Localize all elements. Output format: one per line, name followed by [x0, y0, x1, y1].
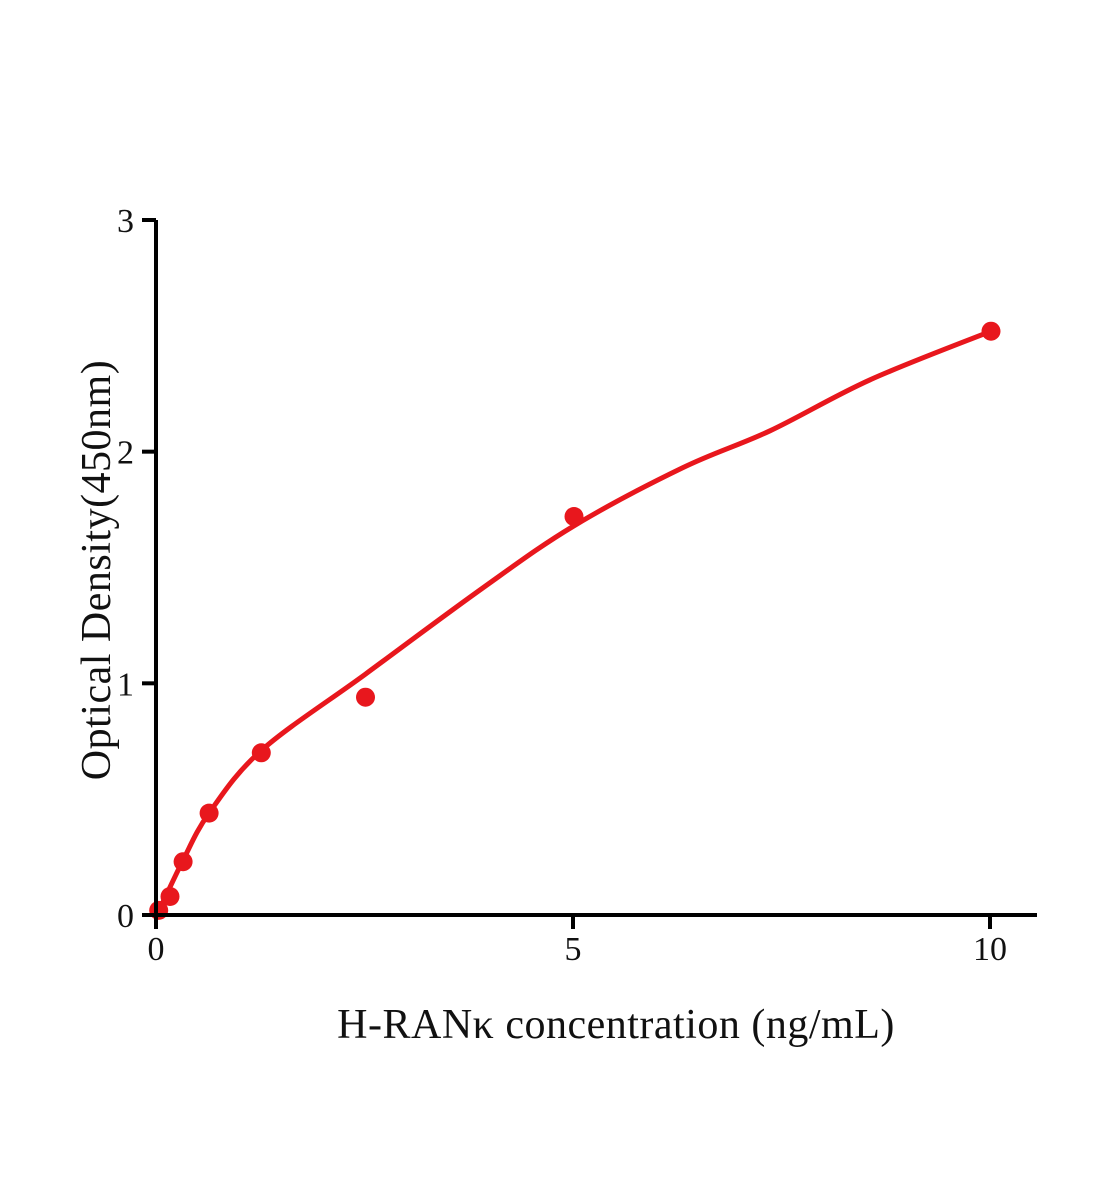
data-point [356, 687, 375, 707]
data-point [564, 507, 584, 526]
y-tick-label: 2 [117, 435, 134, 472]
data-point [251, 743, 271, 763]
y-tick-label: 1 [117, 666, 134, 703]
x-tick-label: 0 [148, 931, 165, 968]
data-points [149, 321, 1001, 920]
x-tick-label: 10 [973, 931, 1007, 968]
data-point [199, 803, 219, 823]
x-tick-label: 5 [565, 931, 582, 968]
data-point [981, 321, 1001, 341]
y-tick-label: 0 [117, 898, 134, 935]
axes: 0 1 2 3 0 5 10 [117, 203, 1037, 968]
standard-curve-line [154, 328, 994, 918]
y-axis-title: Optical Density(450nm) [74, 359, 120, 781]
data-point [173, 852, 193, 872]
y-tick-label: 3 [117, 203, 134, 240]
x-axis-title: H-RANκ concentration (ng/mL) [337, 1002, 895, 1048]
data-point [160, 887, 180, 906]
